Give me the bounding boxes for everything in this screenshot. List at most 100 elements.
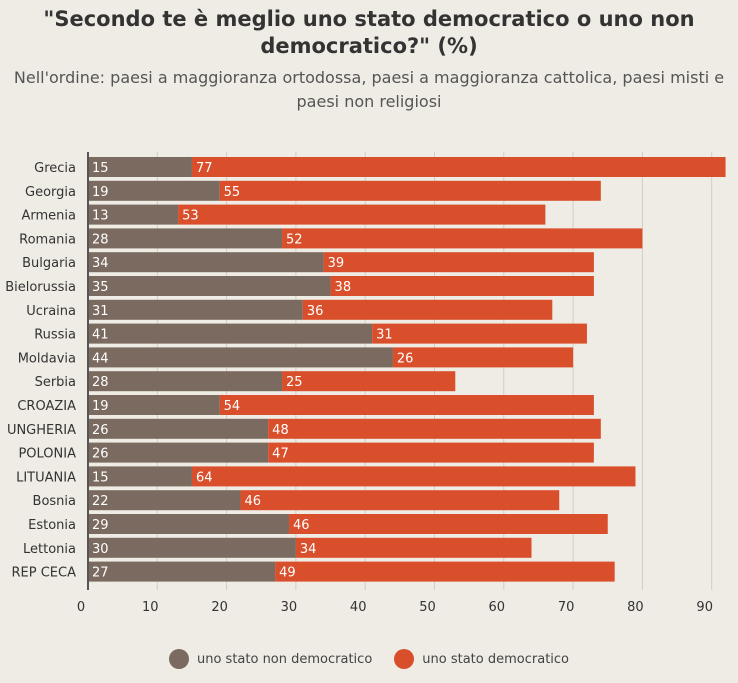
- bar-democratic: [330, 276, 594, 296]
- data-label: 44: [92, 351, 109, 366]
- data-label: 15: [92, 161, 109, 176]
- bar-non-democratic: [88, 371, 283, 392]
- category-label: Bielorussia: [5, 280, 76, 295]
- category-label: REP CECA: [12, 566, 77, 581]
- x-tick-label: 50: [419, 600, 436, 615]
- data-label: 28: [92, 232, 109, 247]
- bar-democratic: [240, 490, 560, 511]
- x-tick-label: 10: [142, 600, 159, 615]
- category-label: Grecia: [34, 161, 76, 176]
- data-label: 31: [92, 304, 109, 319]
- bar-democratic: [282, 371, 456, 392]
- x-tick-label: 20: [211, 600, 228, 615]
- data-label: 31: [376, 328, 393, 343]
- legend-label-democratic: uno stato democratico: [422, 651, 570, 667]
- data-label: 35: [92, 280, 109, 295]
- bar-non-democratic: [88, 490, 241, 511]
- bar-chart: 0 10 20 30 40 50 60 70 80 90 Grecia 15 77 Georgia 19 55…: [5, 152, 726, 615]
- bar-non-democratic: [88, 466, 192, 487]
- bar-non-democratic: [88, 228, 283, 249]
- category-label: Estonia: [28, 518, 76, 533]
- data-label: 26: [92, 447, 109, 462]
- legend-swatch-non-democratic: [168, 649, 189, 669]
- bar-democratic: [372, 323, 587, 344]
- bar-non-democratic: [88, 561, 276, 582]
- category-label: Bosnia: [33, 494, 76, 509]
- bar-non-democratic: [88, 418, 269, 439]
- category-label: Russia: [34, 328, 76, 343]
- data-label: 49: [279, 566, 296, 581]
- bar-non-democratic: [88, 442, 269, 463]
- bar-non-democratic: [88, 323, 373, 344]
- bar-democratic: [191, 157, 726, 177]
- x-tick-label: 80: [627, 600, 644, 615]
- bar-democratic: [268, 442, 594, 463]
- bar-non-democratic: [88, 204, 179, 225]
- data-label: 64: [196, 470, 213, 485]
- bar-non-democratic: [88, 514, 289, 534]
- data-label: 26: [92, 423, 109, 438]
- bar-democratic: [302, 299, 553, 320]
- data-label: 34: [92, 256, 109, 271]
- bar-democratic: [268, 418, 601, 439]
- bar-democratic: [282, 228, 643, 249]
- x-tick-label: 60: [489, 600, 506, 615]
- data-label: 55: [224, 185, 241, 200]
- category-label: LITUANIA: [16, 470, 76, 485]
- data-label: 34: [300, 542, 317, 557]
- x-tick-label: 30: [281, 600, 298, 615]
- data-label: 38: [335, 280, 352, 295]
- data-label: 29: [92, 518, 109, 533]
- bar-democratic: [392, 347, 574, 368]
- data-label: 48: [272, 423, 289, 438]
- bar-democratic: [219, 180, 601, 201]
- bar-democratic: [275, 561, 615, 582]
- category-label: POLONIA: [18, 447, 76, 462]
- category-label: Ucraina: [26, 304, 76, 319]
- x-tick-label: 70: [558, 600, 575, 615]
- data-label: 54: [224, 399, 241, 414]
- data-label: 41: [92, 328, 109, 343]
- data-label: 36: [307, 304, 324, 319]
- data-label: 25: [286, 375, 303, 390]
- data-label: 27: [92, 566, 109, 581]
- x-tick-label: 40: [350, 600, 367, 615]
- data-label: 28: [92, 375, 109, 390]
- data-label: 30: [92, 542, 109, 557]
- bar-democratic: [191, 466, 636, 487]
- data-label: 19: [92, 185, 109, 200]
- category-label: Armenia: [22, 209, 77, 224]
- bar-non-democratic: [88, 347, 393, 368]
- data-label: 47: [272, 447, 289, 462]
- x-tick-label: 0: [77, 600, 85, 615]
- data-label: 15: [92, 470, 109, 485]
- data-label: 26: [397, 351, 414, 366]
- data-label: 52: [286, 232, 303, 247]
- data-label: 46: [244, 494, 261, 509]
- category-label: Moldavia: [18, 351, 76, 366]
- bar-democratic: [178, 204, 546, 225]
- category-label: CROAZIA: [17, 399, 76, 414]
- bar-democratic: [219, 395, 594, 415]
- bar-democratic: [323, 252, 594, 273]
- data-label: 53: [182, 209, 199, 224]
- bar-non-democratic: [88, 157, 192, 177]
- category-label: Lettonia: [23, 542, 76, 557]
- bar-non-democratic: [88, 299, 303, 320]
- x-tick-label: 90: [696, 600, 713, 615]
- bar-democratic: [295, 537, 532, 558]
- bar-democratic: [288, 514, 608, 534]
- data-label: 46: [293, 518, 310, 533]
- category-label: Georgia: [25, 185, 76, 200]
- category-label: Bulgaria: [22, 256, 76, 271]
- bar-non-democratic: [88, 537, 296, 558]
- category-label: Serbia: [35, 375, 76, 390]
- category-label: UNGHERIA: [7, 423, 76, 438]
- bar-non-democratic: [88, 276, 331, 296]
- category-label: Romania: [19, 232, 76, 247]
- data-label: 19: [92, 399, 109, 414]
- legend-item-democratic: uno stato democratico: [394, 649, 569, 669]
- chart-title: "Secondo te è meglio uno stato democrati…: [43, 7, 695, 58]
- data-label: 39: [328, 256, 345, 271]
- bar-non-democratic: [88, 252, 324, 273]
